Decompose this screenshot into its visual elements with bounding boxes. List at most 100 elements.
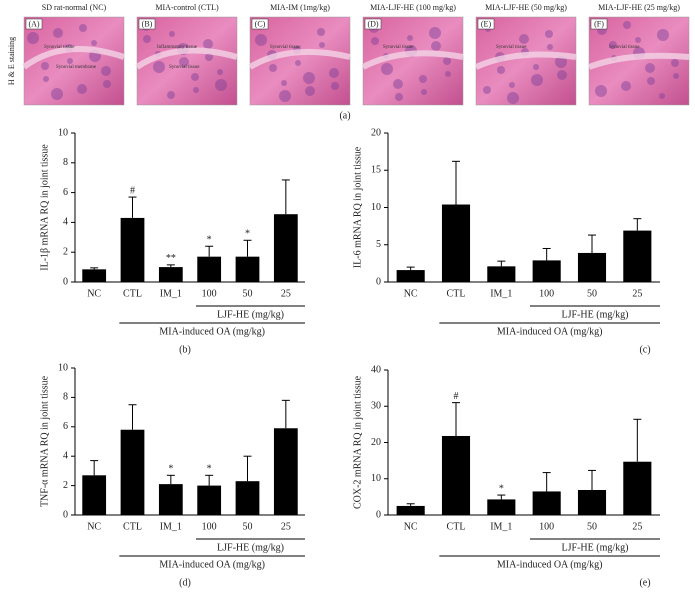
significance-marker: * (499, 483, 504, 494)
cell-cluster (193, 87, 199, 93)
x-tick-label: IM_1 (490, 521, 512, 532)
cell-cluster (393, 79, 403, 89)
x-tick-label: 25 (632, 288, 642, 299)
panel-letter: (E) (481, 19, 492, 28)
y-tick-label: 30 (371, 401, 381, 412)
cell-cluster (295, 60, 301, 66)
panel-letter: (B) (142, 19, 153, 28)
annotation: Synovial membrane (56, 65, 97, 70)
bar (82, 269, 107, 282)
bar (623, 461, 652, 515)
significance-marker: * (168, 464, 173, 475)
cell-cluster (51, 88, 63, 100)
y-axis-title: IL-1β mRNA RQ in joint tissue (39, 144, 50, 271)
caption: (a) (339, 110, 350, 121)
y-tick-label: 0 (63, 276, 68, 287)
y-tick-label: 20 (371, 437, 381, 448)
cell-cluster (279, 90, 291, 102)
y-tick-label: 40 (371, 364, 381, 375)
cell-cluster (621, 81, 631, 91)
y-axis-title: TNF-α mRNA RQ in joint tissue (39, 375, 50, 507)
y-tick-label: 0 (376, 276, 381, 287)
panel-caption: (c) (639, 344, 650, 355)
panel-title: MIA-control (CTL) (155, 3, 219, 12)
cell-cluster (79, 24, 87, 32)
group-label: MIA-induced OA (mg/kg) (159, 559, 265, 570)
cell-cluster (609, 41, 617, 49)
bar (273, 214, 298, 282)
cell-cluster (269, 64, 277, 72)
cell-cluster (329, 68, 339, 78)
bar (235, 481, 260, 515)
cell-cluster (143, 35, 151, 43)
cell-cluster (407, 35, 413, 41)
cell-cluster (545, 30, 553, 38)
y-tick-label: 10 (371, 473, 381, 484)
bar (82, 475, 107, 515)
cell-cluster (205, 53, 213, 61)
bar (158, 267, 183, 282)
bar (532, 491, 561, 515)
cell-cluster (429, 27, 441, 39)
cell-cluster (215, 79, 227, 91)
cell-cluster (169, 31, 175, 37)
x-tick-label: CTL (447, 288, 466, 299)
bar (441, 204, 471, 282)
bar (158, 484, 183, 515)
x-tick-label: 50 (587, 288, 597, 299)
cell-cluster (77, 84, 87, 94)
cell-cluster (43, 76, 49, 82)
bar (235, 256, 260, 282)
cell-cluster (303, 72, 315, 84)
cell-cluster (317, 28, 325, 36)
x-tick-label: 50 (587, 521, 597, 532)
annotation: Synovial tissue (270, 45, 301, 50)
cell-cluster (91, 40, 97, 46)
x-tick-label: NC (404, 521, 418, 532)
y-axis-title: COX-2 mRNA RQ in joint tissue (352, 375, 363, 509)
bar (396, 505, 425, 515)
cell-cluster (179, 57, 189, 67)
annotation: Inflammatory tissue (157, 45, 198, 50)
group-label: LJF-HE (mg/kg) (562, 542, 629, 553)
cell-cluster (101, 66, 111, 76)
group-label: MIA-induced OA (mg/kg) (497, 326, 603, 337)
cell-cluster (595, 85, 607, 97)
y-tick-label: 0 (376, 509, 381, 520)
significance-marker: # (130, 185, 135, 196)
annotation: Synovial tissue (169, 65, 200, 70)
cell-cluster (27, 32, 39, 44)
cell-cluster (371, 37, 379, 45)
bar (396, 270, 425, 282)
x-tick-label: 50 (243, 521, 253, 532)
panel-caption: (e) (639, 577, 650, 588)
cell-cluster (657, 29, 669, 41)
significance-marker: # (454, 391, 459, 402)
letter-box (477, 18, 495, 30)
cell-cluster (645, 63, 655, 73)
cell-cluster (167, 91, 175, 99)
annotation: Synovial tissue (496, 45, 527, 50)
cell-cluster (445, 71, 451, 77)
y-tick-label: 10 (58, 127, 68, 138)
tissue-band (361, 50, 464, 70)
significance-marker: * (245, 229, 250, 240)
y-tick-label: 5 (376, 239, 381, 250)
x-tick-label: 25 (632, 521, 642, 532)
panel-caption: (d) (179, 577, 191, 588)
cell-cluster (305, 86, 315, 96)
cell-cluster (509, 82, 515, 88)
cell-cluster (41, 62, 49, 70)
x-tick-label: CTL (123, 288, 142, 299)
bar (120, 217, 145, 282)
bar (273, 428, 298, 515)
bar (120, 429, 145, 515)
bar (577, 252, 607, 282)
cell-cluster (519, 34, 529, 44)
panel-letter: (D) (367, 19, 378, 28)
x-tick-label: 25 (281, 288, 291, 299)
panel-title: MIA-LJF-HE (100 mg/kg) (370, 3, 456, 12)
group-label: LJF-HE (mg/kg) (217, 542, 284, 553)
y-tick-label: 0 (63, 509, 68, 520)
